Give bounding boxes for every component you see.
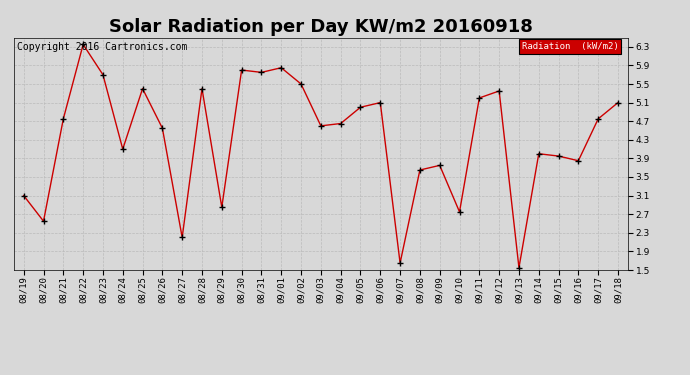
Text: Radiation  (kW/m2): Radiation (kW/m2) [522, 42, 619, 51]
Title: Solar Radiation per Day KW/m2 20160918: Solar Radiation per Day KW/m2 20160918 [109, 18, 533, 36]
Text: Copyright 2016 Cartronics.com: Copyright 2016 Cartronics.com [17, 42, 187, 52]
